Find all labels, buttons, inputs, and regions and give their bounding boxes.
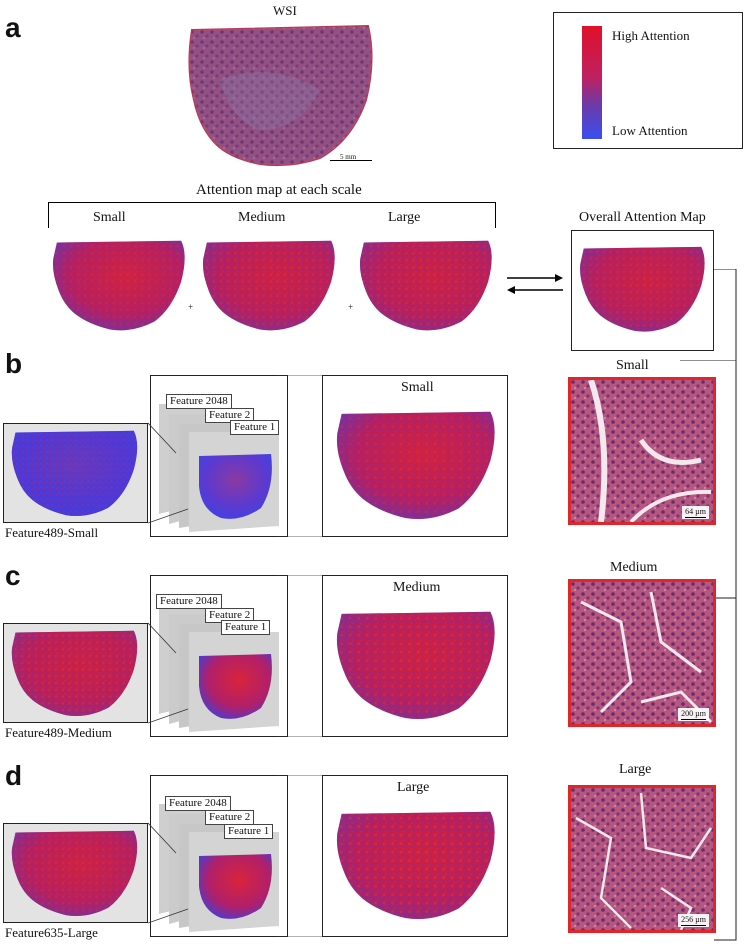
attention-map-medium xyxy=(198,236,340,336)
projection-lines-c xyxy=(148,575,323,737)
wsi-scale-bar xyxy=(330,160,372,161)
wsi-title: WSI xyxy=(273,3,297,18)
histology-scale-small: 64 µm xyxy=(682,506,709,519)
feature-map-d xyxy=(3,823,148,923)
scale-map-image-d xyxy=(331,802,501,932)
overall-to-histology-connector xyxy=(714,269,738,941)
scale-attention-map-b: Small xyxy=(322,375,508,537)
projection-lines-b xyxy=(148,375,323,537)
histology-scale-large: 256 µm xyxy=(678,914,709,927)
legend-high-label: High Attention xyxy=(612,28,690,43)
scale-map-image-b xyxy=(331,402,501,532)
histology-image-medium: 200 µm xyxy=(568,579,716,727)
scale-map-title-c: Medium xyxy=(393,580,441,595)
scale-map-title-b: Small xyxy=(401,380,434,395)
attention-map-small xyxy=(48,236,190,336)
feature-label-2048-b: Feature 2048 xyxy=(166,394,232,409)
feature-stack-b: Feature 2048 Feature 2 Feature 1 xyxy=(150,375,288,537)
feature-caption-d: Feature635-Large xyxy=(5,925,98,940)
feature-caption-b: Feature489-Small xyxy=(5,525,99,540)
scale-attention-map-d: Large xyxy=(322,775,508,937)
projection-lines-d xyxy=(148,775,323,937)
feature-label-2-c: Feature 2 xyxy=(205,608,255,623)
wsi-scale-label: 5 mm xyxy=(340,153,357,161)
panel-letter-d: d xyxy=(5,760,23,791)
histology-label-medium: Medium xyxy=(610,560,658,575)
feature-stack-c: Feature 2048 Feature 2 Feature 1 xyxy=(150,575,288,737)
panel-letter-a: a xyxy=(5,12,21,43)
panel-letter-b: b xyxy=(5,348,23,379)
histology-label-large: Large xyxy=(619,762,652,777)
plus-sign-2: + xyxy=(348,302,354,312)
wsi-image xyxy=(180,20,380,170)
feature-map-c xyxy=(3,623,148,723)
histology-image-large: 256 µm xyxy=(568,785,716,933)
scale-map-image-c xyxy=(331,602,501,732)
feature-label-2048-d: Feature 2048 xyxy=(165,796,231,811)
legend-color-bar xyxy=(582,26,602,139)
histology-scale-medium: 200 µm xyxy=(678,708,709,721)
scale-attention-map-c: Medium xyxy=(322,575,508,737)
feature-label-1-d: Feature 1 xyxy=(224,824,274,839)
legend-low-label: Low Attention xyxy=(612,123,688,138)
feature-map-b xyxy=(3,423,148,523)
feature-stack-d: Feature 2048 Feature 2 Feature 1 xyxy=(150,775,288,937)
scale-map-title-d: Large xyxy=(397,780,430,795)
scale-label-large: Large xyxy=(388,210,421,225)
feature-label-2-d: Feature 2 xyxy=(205,810,255,825)
overall-map-title: Overall Attention Map xyxy=(579,210,706,225)
feature-label-2048-c: Feature 2048 xyxy=(156,594,222,609)
attention-map-large xyxy=(355,236,497,336)
scale-label-small: Small xyxy=(93,210,126,225)
plus-sign-1: + xyxy=(188,302,194,312)
scale-bracket xyxy=(48,202,496,228)
scale-label-medium: Medium xyxy=(238,210,286,225)
overall-attention-map xyxy=(571,230,714,351)
attention-legend: High Attention Low Attention xyxy=(553,12,743,149)
histology-image-small: 64 µm xyxy=(568,377,716,525)
histology-label-small: Small xyxy=(616,358,649,373)
feature-label-1-c: Feature 1 xyxy=(221,620,271,635)
attention-maps-title: Attention map at each scale xyxy=(196,182,362,198)
panel-letter-c: c xyxy=(5,560,21,591)
feature-caption-c: Feature489-Medium xyxy=(5,725,112,740)
bidirectional-arrows xyxy=(505,272,565,296)
feature-label-1-b: Feature 1 xyxy=(230,420,280,435)
feature-label-2-b: Feature 2 xyxy=(205,408,255,423)
